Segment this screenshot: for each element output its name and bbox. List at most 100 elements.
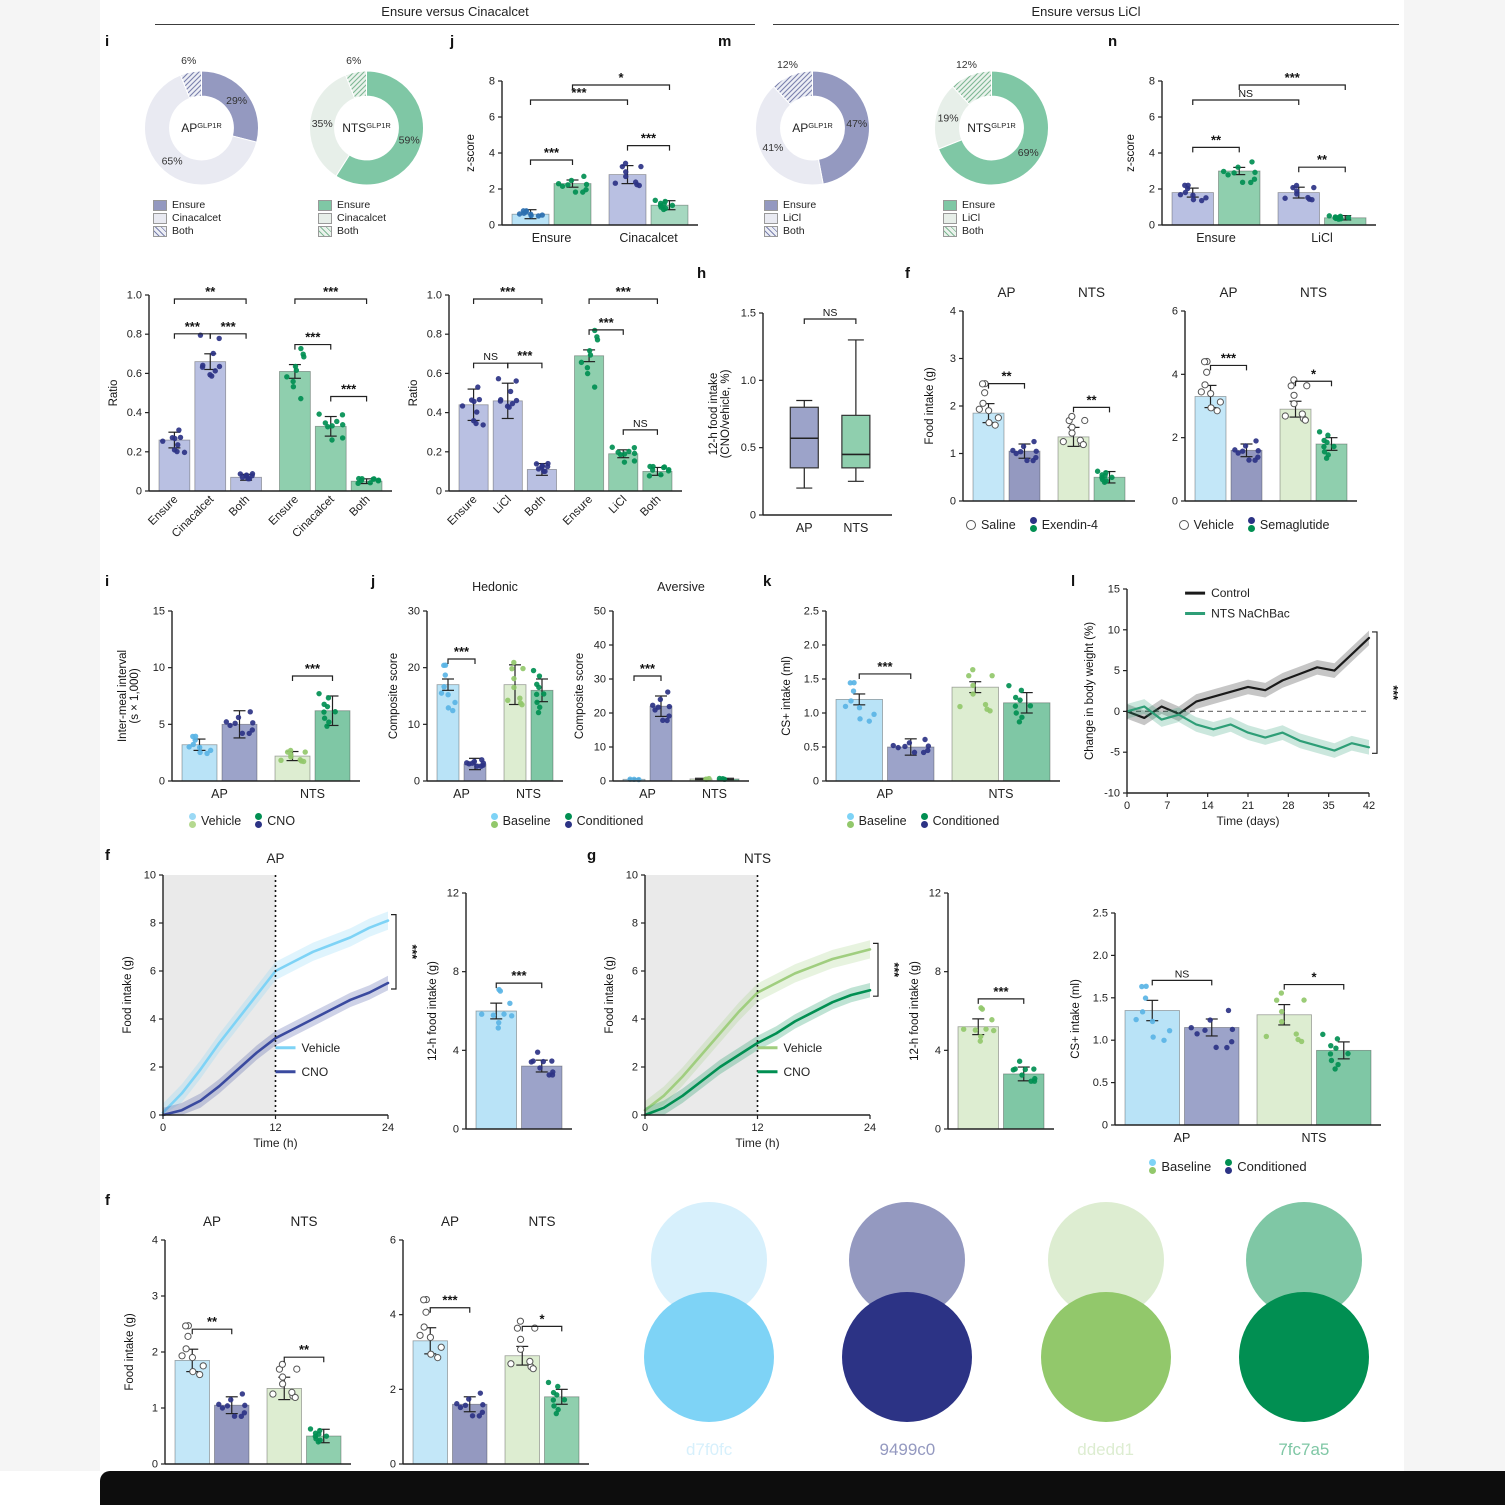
legend-marker-icon: [318, 225, 332, 237]
svg-text:2: 2: [150, 1062, 156, 1074]
svg-text:6: 6: [1172, 306, 1178, 318]
svg-text:AP: AP: [211, 787, 228, 801]
legend-item: Conditioned: [920, 813, 999, 828]
svg-text:7: 7: [1164, 800, 1170, 812]
panel-label-i2: i: [105, 573, 110, 590]
svg-text:40: 40: [594, 640, 606, 652]
legend-label: Conditioned: [1237, 1159, 1307, 1174]
panel-label-f: f: [905, 265, 910, 282]
bottom-black-bar: [100, 1471, 1505, 1505]
legend-marker-icon: [846, 813, 854, 828]
svg-text:NTSGLP1R: NTSGLP1R: [342, 121, 391, 135]
svg-text:Food intake (g): Food intake (g): [604, 956, 616, 1034]
svg-text:6: 6: [632, 966, 638, 978]
svg-text:AP: AP: [1174, 1131, 1191, 1145]
svg-text:AP: AP: [1219, 285, 1237, 300]
svg-text:20: 20: [408, 662, 420, 674]
panel-f-food-intake-top: f 0 1 2 3 4 Food intake (g) AP NTS ** ** Saline Ex…: [905, 265, 1385, 532]
legend-label: Baseline: [858, 813, 907, 828]
svg-text:**: **: [1317, 152, 1328, 167]
svg-text:4: 4: [152, 1235, 158, 1247]
svg-text:4: 4: [489, 148, 495, 160]
svg-text:0: 0: [1102, 1120, 1108, 1132]
svg-text:4: 4: [632, 1014, 638, 1026]
svg-text:Ensure: Ensure: [267, 494, 301, 528]
panel-label-l: l: [1071, 573, 1076, 590]
svg-text:0: 0: [1124, 800, 1130, 812]
panel-ratio-cinacalcet: 0 0.2 0.4 0.6 0.8 1.0 Ratio Ensure Cinacalcet Bot…: [105, 265, 405, 557]
legend-label: CNO: [267, 813, 296, 828]
legend-item: Cinacalcet: [153, 212, 221, 224]
svg-text:NS: NS: [823, 307, 838, 319]
color-swatches: d7f0fc7ed3f69499c02c3385ddedd192c86b7fc7…: [610, 1192, 1403, 1496]
bar-chart-food-intake-exendin-2: 0 1 2 3 4 Food intake (g) AP NTS ** **: [121, 1196, 359, 1478]
svg-text:6: 6: [489, 112, 495, 124]
svg-text:NTS: NTS: [516, 787, 541, 801]
panel-j-composite: j 0 10 20 30 Composite score AP NTS Hedonic *** …: [371, 573, 763, 828]
svg-text:5: 5: [1114, 665, 1120, 677]
svg-text:0.6: 0.6: [127, 368, 142, 380]
svg-text:*: *: [618, 70, 624, 85]
svg-text:LiCl: LiCl: [1311, 231, 1333, 245]
svg-text:3: 3: [950, 353, 956, 365]
legend-item: Ensure: [943, 199, 995, 211]
panel-j-zscore-cinacalcet: j 0 2 4 6 8 z-score Ensure Cinacalcet *** *** *** *: [450, 33, 708, 253]
svg-text:***: ***: [323, 284, 339, 299]
svg-text:47%: 47%: [846, 118, 867, 130]
svg-text:Food intake (g): Food intake (g): [122, 956, 134, 1034]
panel-label-f3: f: [105, 1192, 110, 1209]
svg-text:0.2: 0.2: [127, 446, 142, 458]
svg-text:Ensure: Ensure: [532, 231, 572, 245]
svg-text:NTS: NTS: [1078, 285, 1105, 300]
legend-marker-icon: [1247, 517, 1255, 532]
bar-chart-food-intake-semaglutide: 0 2 4 6 AP NTS *** *: [1143, 269, 1365, 515]
swatch-circle-bottom: [1040, 1292, 1171, 1422]
svg-text:*: *: [539, 1311, 545, 1326]
svg-text:24: 24: [382, 1122, 394, 1134]
legend-label: Ensure: [172, 199, 206, 211]
svg-text:***: ***: [571, 85, 587, 100]
legend-label: Ensure: [337, 199, 371, 211]
panel-h-boxplot: h AP NTS 0 0.5 1.0 1.5 12-h food intake(CNO/ve…: [697, 265, 905, 543]
panel-label-n: n: [1108, 33, 1118, 50]
svg-text:10: 10: [153, 662, 165, 674]
legend-marker-icon: [943, 225, 957, 237]
legend-item: Both: [318, 225, 359, 237]
panel-n-zscore-licl: n 0 2 4 6 8 z-score Ensure LiCl ** ** NS ***: [1108, 33, 1393, 253]
legend-label: Cinacalcet: [172, 212, 222, 224]
svg-text:0: 0: [160, 1122, 166, 1134]
left-gutter: [0, 0, 100, 1471]
donut-nts-glp1r-cinacalcet: 59% 35% 6% NTSGLP1R: [284, 47, 449, 197]
svg-text:Both: Both: [523, 494, 548, 519]
svg-text:50: 50: [594, 606, 606, 618]
svg-text:0: 0: [152, 1459, 158, 1471]
legend-label: Semaglutide: [1259, 517, 1330, 532]
svg-text:Both: Both: [347, 494, 372, 519]
svg-text:2.5: 2.5: [804, 606, 819, 618]
svg-text:***: ***: [1386, 685, 1400, 700]
right-gutter: [1404, 0, 1505, 1471]
panel-g-nts-timecourse: g 0 2 4 6 8 10 0 12 24 Food intake (g) Time (h) NTS…: [587, 847, 1059, 1161]
line-chart-nts-food-intake: 0 2 4 6 8 10 0 12 24 Food intake (g) Time (h) NTS Ve…: [601, 847, 906, 1161]
svg-text:4: 4: [1172, 369, 1178, 381]
legend-marker-icon: [965, 519, 976, 530]
svg-text:2.5: 2.5: [1093, 908, 1108, 920]
legend-label: Both: [783, 225, 805, 237]
svg-text:***: ***: [640, 661, 656, 676]
svg-text:8: 8: [489, 76, 495, 88]
svg-text:28: 28: [1282, 800, 1294, 812]
panel-cs-intake-row4: 0 0.5 1.0 1.5 2.0 2.5 CS+ intake (ml) AP NTS NS * …: [1059, 847, 1397, 1174]
svg-text:10: 10: [144, 870, 156, 882]
section-headers: Ensure versus Cinacalcet Ensure versus L…: [105, 4, 1403, 25]
bar-chart-hedonic: 0 10 20 30 Composite score AP NTS Hedonic ***: [385, 577, 571, 811]
svg-text:LiCl: LiCl: [607, 494, 629, 516]
bar-chart-cs-intake-k: 0 0.5 1.0 1.5 2.0 2.5 CS+ intake (ml) AP NTS ***: [778, 577, 1068, 811]
bar-chart-zscore-cinacalcet: 0 2 4 6 8 z-score Ensure Cinacalcet *** *** *** *: [462, 35, 708, 253]
legend-item: Vehicle: [188, 813, 241, 828]
svg-text:NS: NS: [1238, 88, 1253, 100]
svg-text:**: **: [1086, 392, 1097, 407]
svg-text:0: 0: [750, 510, 756, 522]
